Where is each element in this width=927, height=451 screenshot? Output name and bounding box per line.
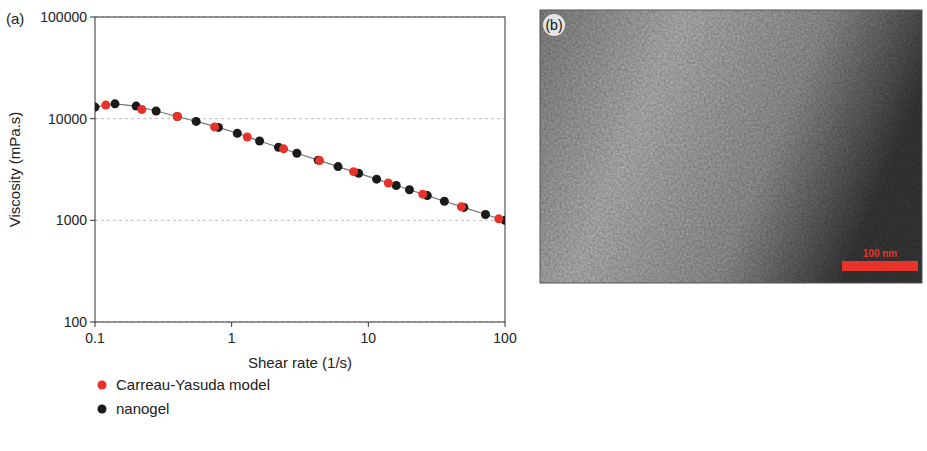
- data-point: [101, 101, 110, 110]
- panel-label-ground: [543, 14, 565, 36]
- y-tick: [90, 118, 95, 119]
- legend-label: Carreau-Yasuda model: [116, 376, 270, 393]
- tem-image: [540, 10, 922, 283]
- panel-label: (a): [6, 10, 24, 27]
- data-layer: [95, 99, 505, 225]
- legend-marker: [98, 381, 107, 390]
- y-tick: [90, 322, 95, 323]
- data-point: [233, 129, 242, 138]
- data-point: [95, 103, 100, 112]
- data-point: [173, 112, 182, 121]
- data-point: [192, 117, 201, 126]
- data-point: [255, 137, 264, 146]
- series-line: [95, 104, 505, 221]
- data-point: [372, 175, 381, 184]
- x-tick-label: 1: [228, 330, 236, 346]
- data-point: [210, 122, 219, 131]
- y-axis-title: Viscosity (mPa.s): [6, 112, 23, 228]
- x-tick-label: 100: [493, 330, 517, 346]
- data-point: [384, 178, 393, 187]
- data-point: [418, 190, 427, 199]
- data-point: [494, 214, 503, 223]
- data-point: [152, 106, 161, 115]
- y-tick-label: 10000: [48, 111, 87, 127]
- y-tick: [90, 17, 95, 18]
- x-tick: [368, 322, 369, 327]
- data-point: [440, 197, 449, 206]
- figure: 100 1000 10000 100000 0.1 1 10 100 Shear rate (1…: [0, 0, 927, 451]
- legend-label: nanogel: [116, 400, 169, 417]
- legend: Carreau-Yasuda model nanogel: [98, 376, 270, 417]
- data-point: [457, 202, 466, 211]
- x-tick: [505, 322, 506, 327]
- data-point: [349, 167, 358, 176]
- image-frame: [540, 10, 922, 283]
- x-tick-label: 0.1: [85, 330, 105, 346]
- y-tick-label: 1000: [56, 212, 87, 228]
- x-tick: [95, 322, 96, 327]
- y-tick-label: 100000: [40, 9, 87, 25]
- data-point: [405, 185, 414, 194]
- plot-frame: [95, 17, 505, 322]
- scale-bar-label: 100 nm: [863, 248, 898, 259]
- data-point: [481, 210, 490, 219]
- data-point: [110, 99, 119, 108]
- grid-line: [95, 118, 505, 119]
- y-tick-label: 100: [64, 314, 88, 330]
- data-point: [334, 162, 343, 171]
- x-axis-title: Shear rate (1/s): [248, 354, 352, 371]
- data-point: [292, 149, 301, 158]
- legend-marker: [98, 405, 107, 414]
- data-point: [137, 105, 146, 114]
- data-point: [173, 112, 182, 121]
- x-tick-label: 10: [361, 330, 377, 346]
- panel-label: (b): [545, 17, 562, 33]
- y-tick: [90, 220, 95, 221]
- x-tick: [231, 322, 232, 327]
- tem-texture: [540, 10, 922, 283]
- data-point: [243, 133, 252, 142]
- data-point: [315, 156, 324, 165]
- scale-bar: [842, 261, 918, 271]
- grid-line: [95, 220, 505, 221]
- data-point: [392, 181, 401, 190]
- data-point: [279, 144, 288, 153]
